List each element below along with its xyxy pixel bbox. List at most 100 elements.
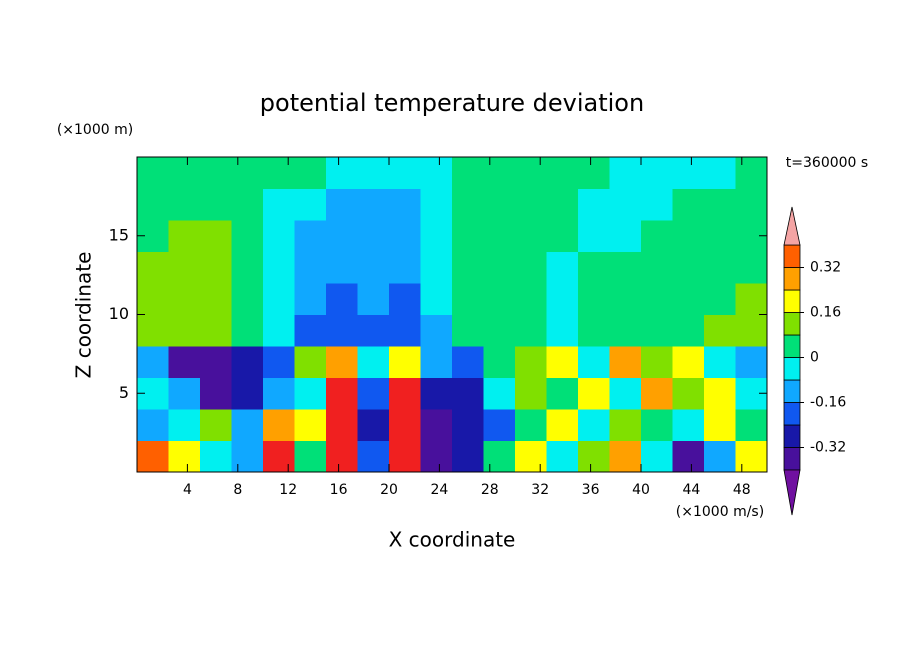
contour-cell <box>357 283 390 315</box>
contour-cell <box>326 283 358 315</box>
contour-cell <box>641 346 673 378</box>
contour-cell <box>735 314 768 347</box>
contour-cell <box>200 251 232 284</box>
contour-cell <box>326 220 358 252</box>
y-tick-label: 15 <box>109 225 129 244</box>
contour-cell <box>609 220 642 252</box>
contour-cell <box>483 377 516 410</box>
contour-cell <box>263 251 295 284</box>
contour-cell <box>483 220 516 252</box>
contour-cell <box>326 440 358 473</box>
contour-cell <box>546 440 579 473</box>
contour-cell <box>357 157 390 189</box>
contour-cell <box>263 440 295 473</box>
contour-cell <box>137 440 169 473</box>
contour-cell <box>452 251 484 284</box>
contour-cell <box>420 157 453 189</box>
x-tick-label: 8 <box>233 482 242 498</box>
contour-cell <box>515 314 547 347</box>
x-axis-label: X coordinate <box>389 528 516 552</box>
x-tick-label: 28 <box>481 482 499 498</box>
contour-cell <box>326 346 358 378</box>
x-tick-label: 20 <box>380 482 398 498</box>
contour-cell <box>420 409 453 441</box>
contour-cell <box>389 346 421 378</box>
contour-cell <box>578 251 610 284</box>
contour-cell <box>515 440 547 473</box>
y-unit: (×1000 m) <box>57 122 133 138</box>
contour-cell <box>389 220 421 252</box>
contour-cell <box>420 188 453 221</box>
contour-cell <box>578 409 610 441</box>
contour-cell <box>609 346 642 378</box>
contour-cell <box>168 314 201 347</box>
contour-cell <box>515 409 547 441</box>
contour-cell <box>735 346 768 378</box>
contour-cell <box>420 346 453 378</box>
contour-cell <box>609 440 642 473</box>
contour-cell <box>578 440 610 473</box>
contour-cell <box>515 188 547 221</box>
contour-cell <box>168 440 201 473</box>
contour-cell <box>578 314 610 347</box>
colorbar-extend-high <box>783 206 801 246</box>
contour-cell <box>609 314 642 347</box>
contour-cell <box>200 283 232 315</box>
contour-cell <box>263 346 295 378</box>
contour-cell <box>672 188 705 221</box>
contour-cell <box>137 283 169 315</box>
contour-cell <box>641 157 673 189</box>
contour-cell <box>326 409 358 441</box>
contour-cell <box>578 377 610 410</box>
contour-cell <box>231 377 264 410</box>
contour-cell <box>231 346 264 378</box>
contour-cell <box>389 283 421 315</box>
contour-cell <box>704 409 736 441</box>
colorbar-bin <box>783 289 801 313</box>
contour-cell <box>515 220 547 252</box>
contour-cell <box>641 251 673 284</box>
contour-cell <box>609 409 642 441</box>
contour-cell <box>326 251 358 284</box>
contour-cell <box>231 220 264 252</box>
chart-title: potential temperature deviation <box>260 89 644 117</box>
contour-cell <box>357 188 390 221</box>
contour-cell <box>483 440 516 473</box>
contour-cell <box>357 409 390 441</box>
contour-cell <box>546 314 579 347</box>
colorbar-bin <box>783 312 801 336</box>
contour-cell <box>515 283 547 315</box>
contour-cell <box>452 409 484 441</box>
contour-cell <box>168 377 201 410</box>
contour-cell <box>294 440 327 473</box>
contour-cell <box>578 283 610 315</box>
contour-cell <box>483 314 516 347</box>
contour-cell <box>578 346 610 378</box>
contour-cell <box>357 440 390 473</box>
contour-cell <box>452 440 484 473</box>
contour-cell <box>641 220 673 252</box>
contour-cell <box>326 377 358 410</box>
contour-cell <box>704 440 736 473</box>
contour-cell <box>137 346 169 378</box>
contour-cell <box>231 251 264 284</box>
contour-cell <box>137 157 169 189</box>
x-tick-label: 16 <box>330 482 348 498</box>
contour-cell <box>672 314 705 347</box>
contour-cell <box>483 157 516 189</box>
x-unit: (×1000 m/s) <box>676 504 764 520</box>
colorbar-tick-label: -0.32 <box>810 440 846 456</box>
contour-cell <box>420 251 453 284</box>
contour-cell <box>546 157 579 189</box>
colorbar-bin <box>783 357 801 381</box>
contour-cell <box>200 220 232 252</box>
contour-cell <box>672 440 705 473</box>
contour-cell <box>263 283 295 315</box>
contour-cell <box>641 409 673 441</box>
contour-cell <box>672 283 705 315</box>
contour-cell <box>609 251 642 284</box>
contour-cell <box>452 188 484 221</box>
contour-cell <box>420 220 453 252</box>
time-annotation: t=360000 s <box>786 155 868 171</box>
contour-cell <box>546 220 579 252</box>
